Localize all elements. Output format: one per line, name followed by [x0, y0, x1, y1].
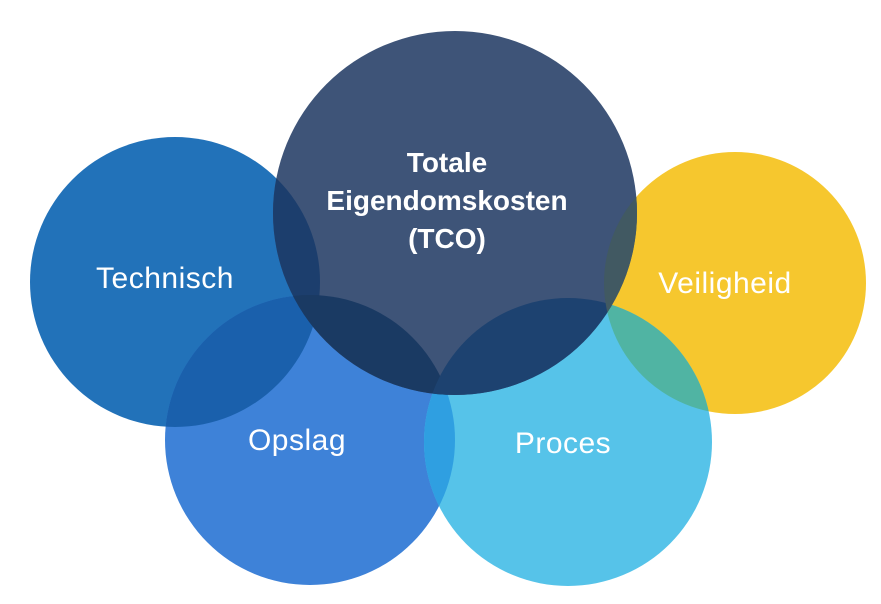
technisch-label: Technisch — [96, 262, 234, 295]
tco-label-line2: Eigendomskosten — [326, 185, 567, 216]
proces-label: Proces — [515, 427, 611, 460]
overlap-tco-proces-shape — [424, 298, 637, 395]
overlap-tco-proces — [424, 298, 637, 395]
overlap-tco-opslag-shape — [273, 295, 455, 395]
overlap-veiligheid-proces-shape — [604, 298, 712, 414]
overlap-technisch-opslag — [165, 295, 320, 427]
tco-label-line1: Totale — [407, 147, 487, 178]
overlap-tco-opslag — [273, 295, 455, 395]
overlap-technisch-opslag-shape — [165, 295, 320, 427]
overlap-veiligheid-proces — [604, 298, 712, 414]
opslag-label: Opslag — [248, 424, 346, 457]
veiligheid-label: Veiligheid — [658, 267, 791, 300]
tco-label-line3: (TCO) — [408, 223, 486, 254]
